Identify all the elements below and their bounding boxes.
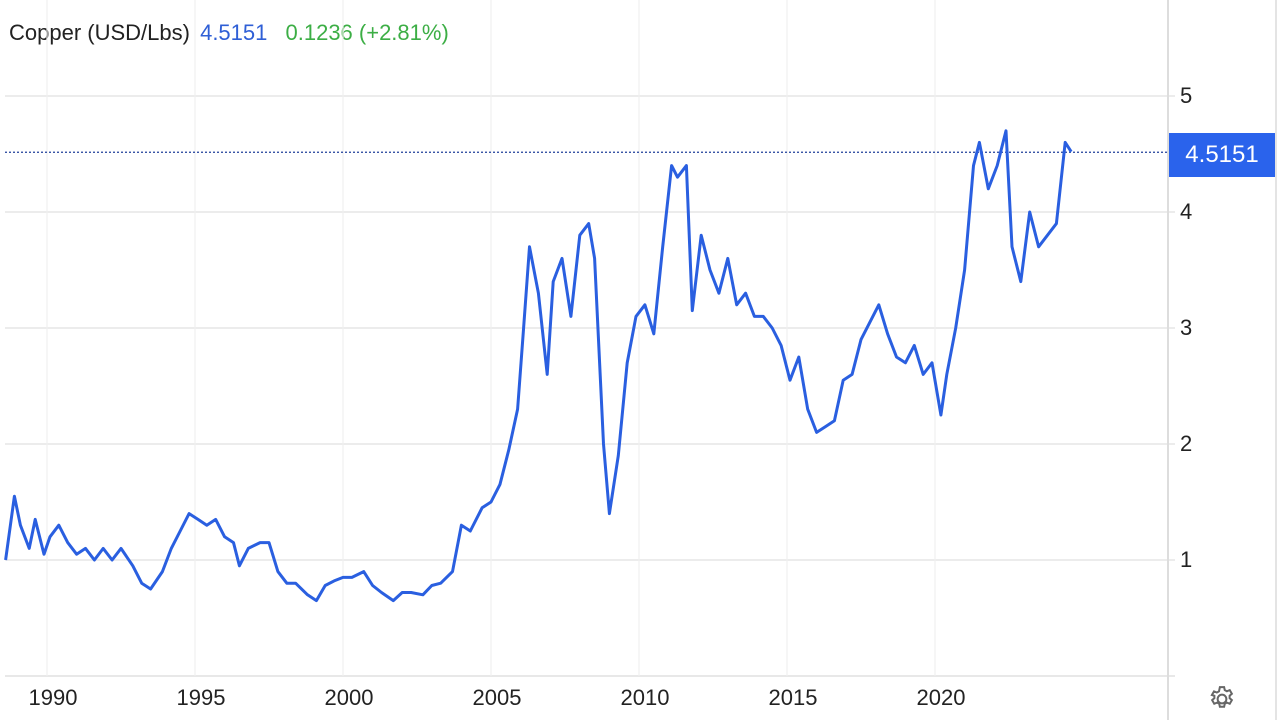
y-tick-label: 2: [1180, 431, 1193, 456]
y-tick-label: 1: [1180, 547, 1193, 572]
x-tick-label: 2000: [324, 685, 374, 710]
x-tick-label: 2010: [620, 685, 670, 710]
instrument-name: Copper (USD/Lbs): [9, 20, 190, 45]
y-tick-label: 4: [1180, 199, 1193, 224]
copper-price-line: [4, 129, 1073, 603]
y-tick-label: 3: [1180, 315, 1193, 340]
last-price-tag: 4.5151: [1169, 133, 1275, 177]
x-tick-label: 2015: [768, 685, 818, 710]
x-tick-label: 2005: [472, 685, 522, 710]
x-tick-label: 1995: [176, 685, 226, 710]
x-tick-label: 1990: [28, 685, 78, 710]
x-tick-label: 2020: [916, 685, 966, 710]
price-change: 0.1236 (+2.81%): [285, 20, 449, 45]
gear-icon[interactable]: [1207, 684, 1237, 714]
y-tick-label: 5: [1180, 83, 1193, 108]
chart-title-bar: Copper (USD/Lbs) 4.5151 0.1236 (+2.81%): [9, 20, 449, 46]
gridlines: [5, 0, 1175, 677]
current-price: 4.5151: [200, 20, 268, 45]
